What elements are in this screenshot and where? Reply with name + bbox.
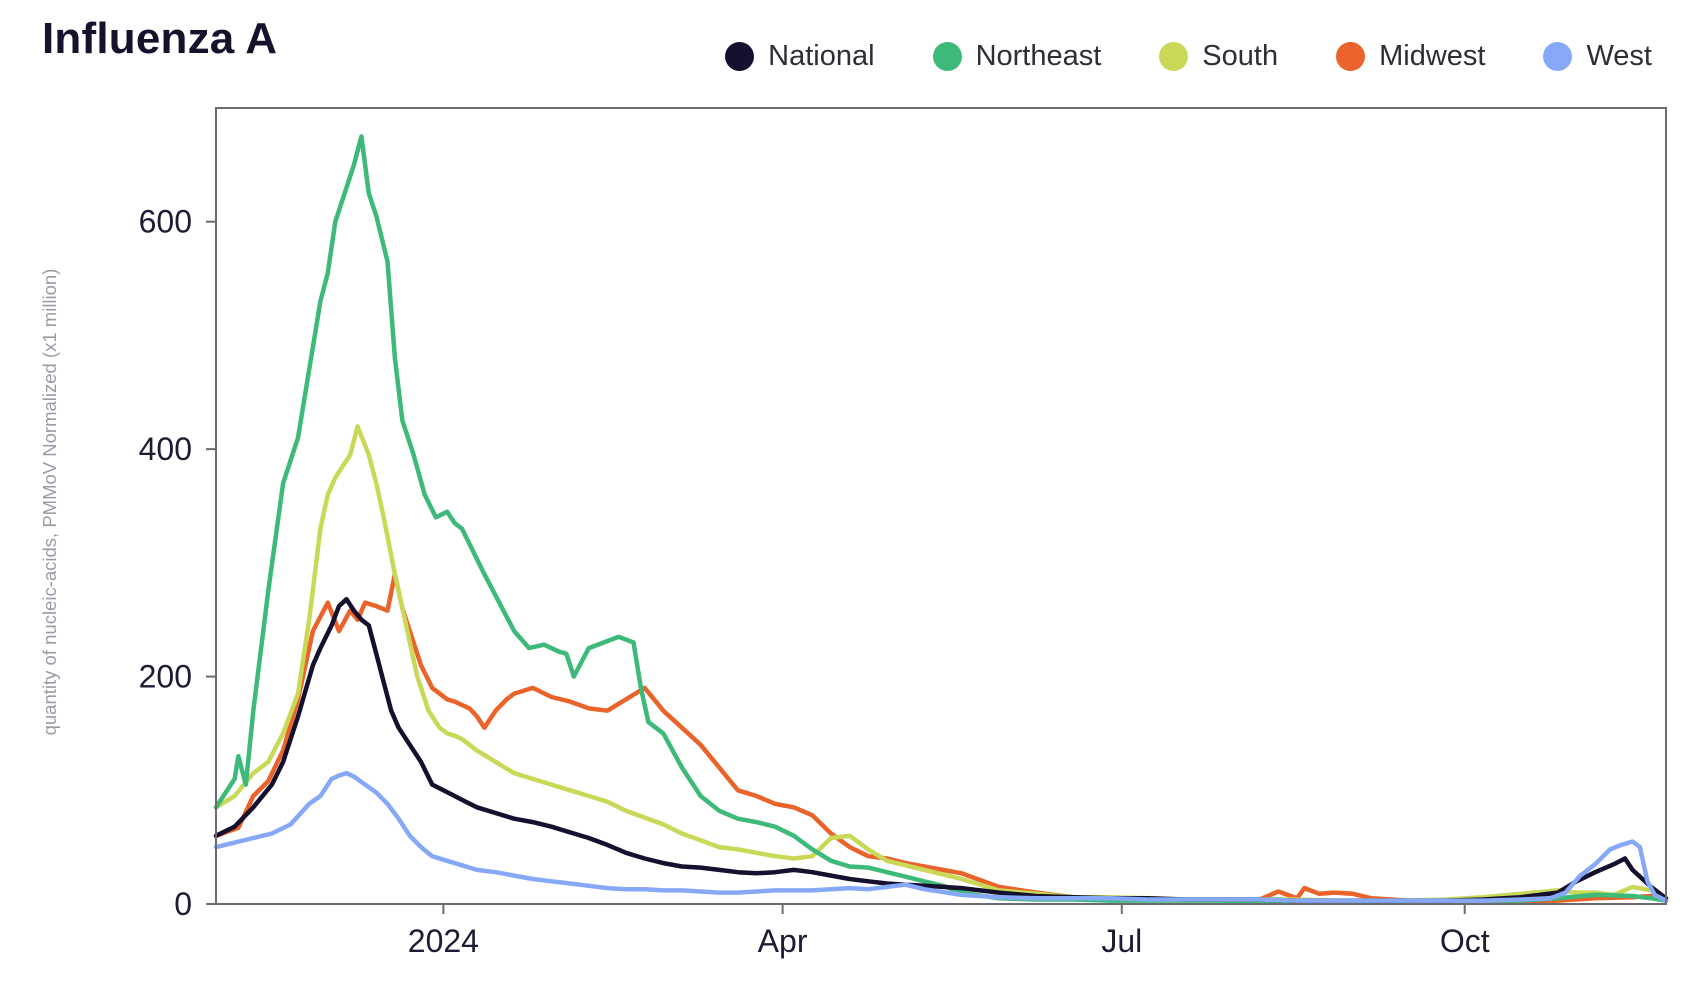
legend-label-northeast: Northeast: [975, 40, 1102, 72]
legend-label-midwest: Midwest: [1379, 40, 1486, 72]
legend-swatch-south: [1159, 42, 1189, 71]
y-tick-label-400: 400: [139, 431, 192, 467]
legend-label-south: South: [1202, 40, 1279, 72]
legend-item-south[interactable]: South: [1159, 40, 1278, 73]
legend-swatch-national: [725, 42, 755, 71]
legend-swatch-midwest: [1336, 42, 1366, 71]
legend-label-national: National: [768, 40, 875, 72]
x-tick-label-jul: Jul: [1101, 923, 1142, 959]
legend: National Northeast South Midwest West: [725, 40, 1652, 73]
y-tick-label-200: 200: [139, 659, 192, 695]
legend-item-national[interactable]: National: [725, 40, 875, 73]
x-tick-label-apr: Apr: [758, 923, 808, 959]
plot-frame: [215, 107, 1667, 905]
y-tick-label-600: 600: [139, 204, 192, 240]
y-axis-label: quantity of nucleic-acids, PMMoV Normali…: [39, 269, 60, 736]
legend-label-west: West: [1586, 40, 1652, 72]
legend-swatch-west: [1543, 42, 1573, 71]
legend-item-northeast[interactable]: Northeast: [932, 40, 1102, 73]
x-tick-label-oct: Oct: [1440, 923, 1490, 959]
legend-item-midwest[interactable]: Midwest: [1336, 40, 1485, 73]
y-tick-label-0: 0: [174, 886, 192, 922]
series-line-west: [213, 770, 1669, 903]
chart-title: Influenza A: [42, 14, 278, 63]
series-line-south: [213, 424, 1669, 903]
legend-item-west[interactable]: West: [1543, 40, 1652, 73]
series-line-midwest: [213, 571, 1669, 904]
x-tick-label-2024: 2024: [408, 923, 479, 959]
legend-swatch-northeast: [932, 42, 962, 71]
